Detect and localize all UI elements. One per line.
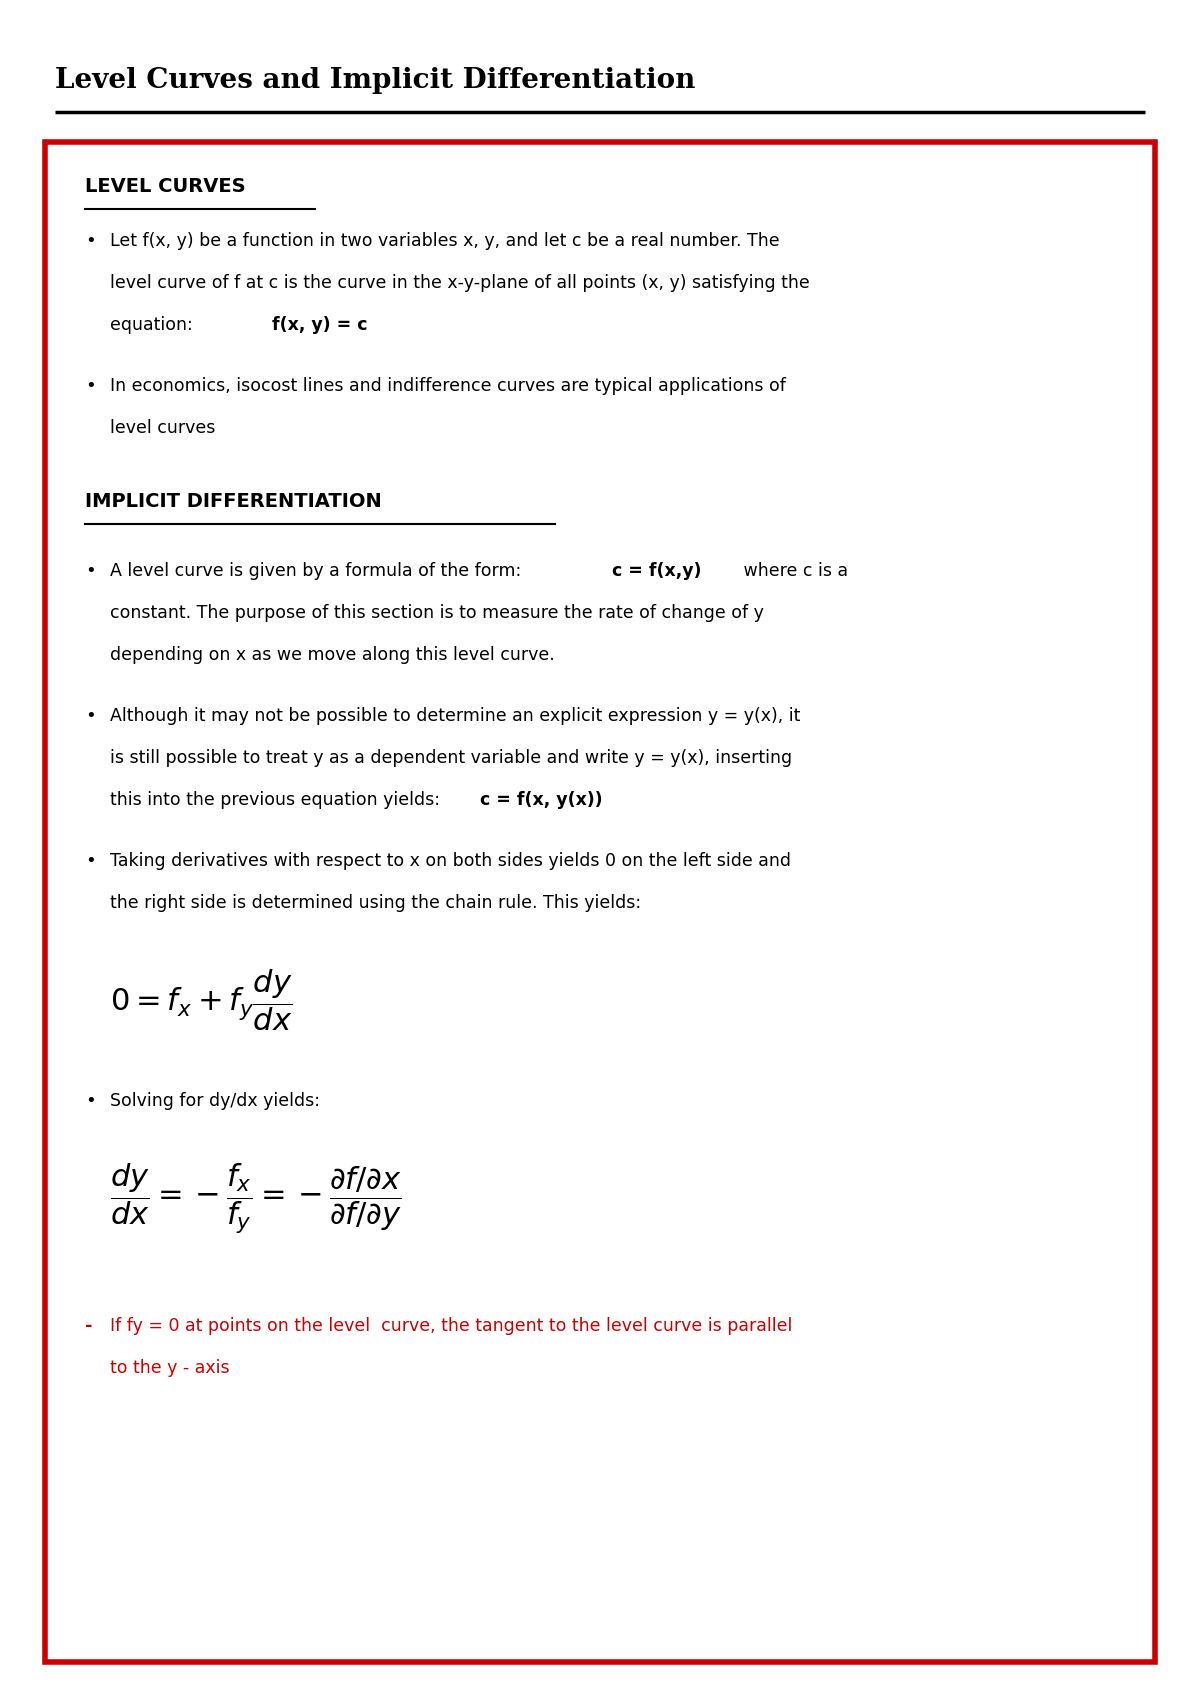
Text: equation:: equation: [110, 316, 198, 334]
Text: Although it may not be possible to determine an explicit expression y = y(x), it: Although it may not be possible to deter… [110, 708, 800, 725]
Text: •: • [85, 708, 96, 725]
Text: In economics, isocost lines and indifference curves are typical applications of: In economics, isocost lines and indiffer… [110, 377, 786, 395]
Text: If fy = 0 at points on the level  curve, the tangent to the level curve is paral: If fy = 0 at points on the level curve, … [110, 1317, 792, 1336]
Text: •: • [85, 377, 96, 395]
Text: •: • [85, 232, 96, 249]
Text: •: • [85, 562, 96, 580]
Text: f(x, y) = c: f(x, y) = c [272, 316, 367, 334]
Text: LEVEL CURVES: LEVEL CURVES [85, 176, 246, 195]
Text: c = f(x, y(x)): c = f(x, y(x)) [480, 791, 602, 809]
Text: depending on x as we move along this level curve.: depending on x as we move along this lev… [110, 647, 554, 664]
Text: constant. The purpose of this section is to measure the rate of change of y: constant. The purpose of this section is… [110, 604, 764, 623]
Text: is still possible to treat y as a dependent variable and write y = y(x), inserti: is still possible to treat y as a depend… [110, 748, 792, 767]
Text: IMPLICIT DIFFERENTIATION: IMPLICIT DIFFERENTIATION [85, 492, 382, 511]
Text: this into the previous equation yields:: this into the previous equation yields: [110, 791, 445, 809]
Text: $0 = f_x + f_y\dfrac{dy}{dx}$: $0 = f_x + f_y\dfrac{dy}{dx}$ [110, 967, 293, 1032]
Text: to the y - axis: to the y - axis [110, 1359, 229, 1376]
Text: $\dfrac{dy}{dx} = -\dfrac{f_x}{f_y} = -\dfrac{\partial f / \partial x}{\partial : $\dfrac{dy}{dx} = -\dfrac{f_x}{f_y} = -\… [110, 1162, 402, 1237]
Text: c = f(x,y): c = f(x,y) [612, 562, 702, 580]
Text: level curves: level curves [110, 419, 215, 438]
Text: Solving for dy/dx yields:: Solving for dy/dx yields: [110, 1091, 320, 1110]
Text: the right side is determined using the chain rule. This yields:: the right side is determined using the c… [110, 894, 641, 911]
Text: level curve of f at c is the curve in the x-y-plane of all points (x, y) satisfy: level curve of f at c is the curve in th… [110, 273, 810, 292]
Text: Taking derivatives with respect to x on both sides yields 0 on the left side and: Taking derivatives with respect to x on … [110, 852, 791, 871]
Text: •: • [85, 852, 96, 871]
FancyBboxPatch shape [46, 143, 1154, 1661]
Text: -: - [85, 1317, 92, 1336]
Text: •: • [85, 1091, 96, 1110]
Text: Level Curves and Implicit Differentiation: Level Curves and Implicit Differentiatio… [55, 66, 695, 93]
Text: A level curve is given by a formula of the form:: A level curve is given by a formula of t… [110, 562, 527, 580]
Text: where c is a: where c is a [738, 562, 848, 580]
Text: Let f(x, y) be a function in two variables x, y, and let c be a real number. The: Let f(x, y) be a function in two variabl… [110, 232, 780, 249]
